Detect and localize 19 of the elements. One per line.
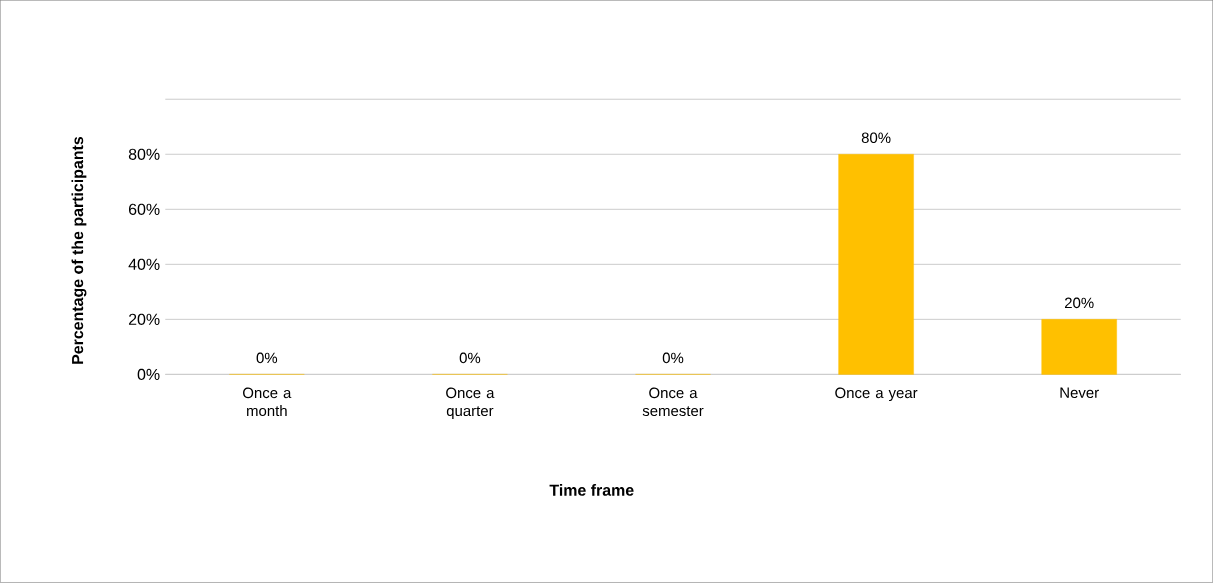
data-label: 80% [861, 132, 891, 144]
bar [838, 154, 914, 375]
x-tick-label: Once a year [835, 387, 918, 402]
x-tick-label: Once a semester [642, 387, 704, 417]
y-axis-title: Percentage of the participants [71, 137, 87, 364]
data-label: 0% [662, 352, 684, 364]
y-tick-label: 80% [128, 148, 160, 161]
y-tick-label: 0% [137, 368, 160, 381]
bar [1041, 319, 1117, 375]
y-tick-label: 60% [128, 203, 160, 216]
x-tick-label: Once a quarter [446, 387, 495, 420]
x-tick-label: Once a month [243, 387, 292, 417]
data-label: 0% [459, 352, 481, 364]
data-label: 0% [256, 352, 278, 364]
x-axis-title: Time frame [549, 484, 634, 496]
y-tick-label: 20% [128, 313, 160, 326]
data-label: 20% [1064, 297, 1094, 309]
y-tick-label: 40% [128, 258, 160, 271]
x-tick-label: Never [1060, 387, 1099, 399]
